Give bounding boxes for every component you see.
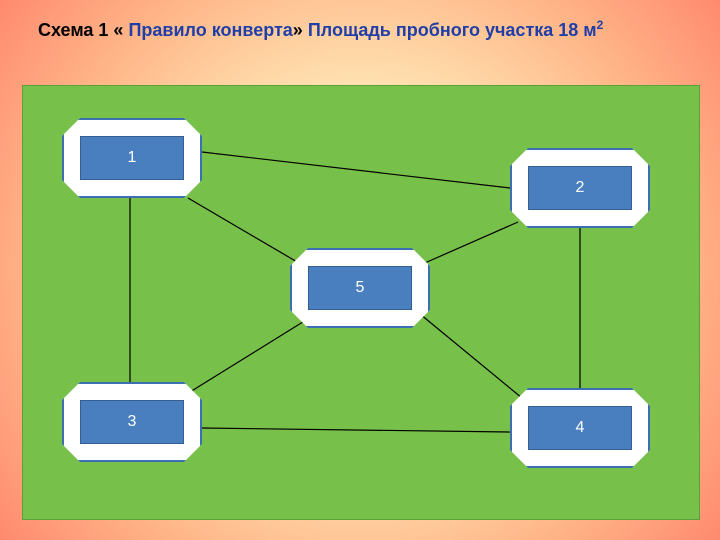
diagram-title: Схема 1 « Правило конверта» Площадь проб… xyxy=(38,18,682,41)
node-2: 2 xyxy=(528,166,632,210)
node-3: 3 xyxy=(80,400,184,444)
node-4: 4 xyxy=(528,406,632,450)
title-accent-1: Правило конверта xyxy=(123,20,292,40)
title-prefix: Схема 1 « xyxy=(38,20,123,40)
node-label: 1 xyxy=(128,149,137,167)
title-mid: » xyxy=(293,20,308,40)
node-label: 3 xyxy=(128,413,137,431)
node-label: 4 xyxy=(576,419,585,437)
node-1: 1 xyxy=(80,136,184,180)
title-superscript: 2 xyxy=(597,18,604,32)
node-5: 5 xyxy=(308,266,412,310)
node-label: 5 xyxy=(356,279,365,297)
title-accent-2: Площадь пробного участка 18 м xyxy=(308,20,597,40)
node-label: 2 xyxy=(576,179,585,197)
slide: { "title": { "prefix": "Схема 1 «", "acc… xyxy=(0,0,720,540)
